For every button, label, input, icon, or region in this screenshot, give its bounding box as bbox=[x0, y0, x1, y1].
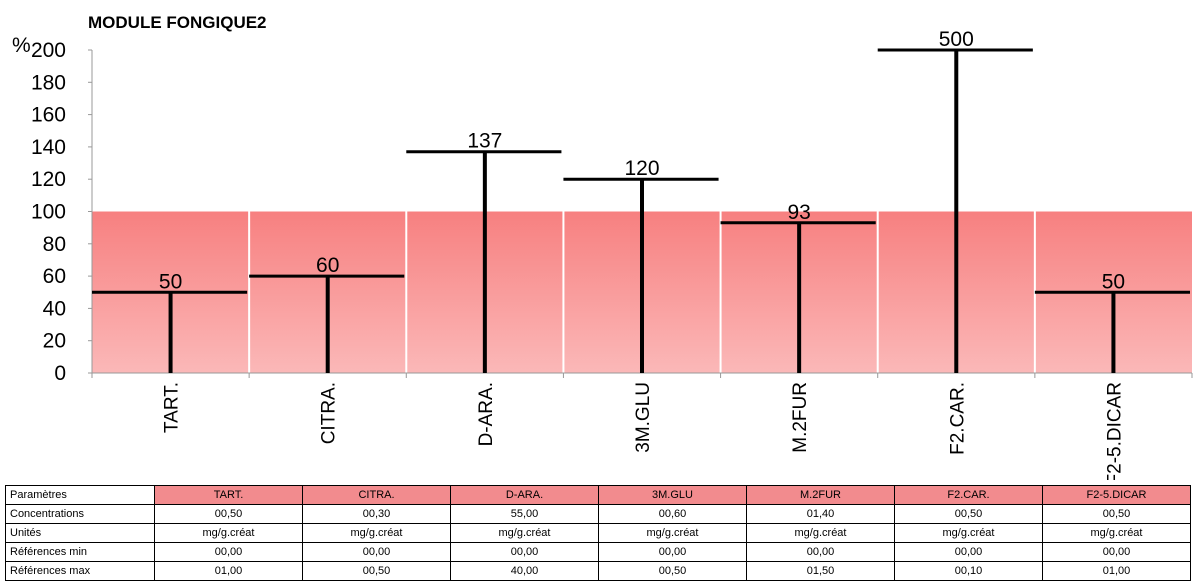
y-tick-label: 60 bbox=[43, 265, 66, 288]
table-cell: 00,00 bbox=[1042, 542, 1191, 562]
table-cell: mg/g.créat bbox=[598, 523, 747, 543]
table-cell: 01,50 bbox=[746, 561, 895, 581]
table-column-header: M.2FUR bbox=[746, 485, 895, 505]
table-cell: mg/g.créat bbox=[302, 523, 451, 543]
y-tick-label: 40 bbox=[43, 297, 66, 320]
chart: MODULE FONGIQUE2 % 0 20 40 60 80 100 120 140 160… bbox=[12, 13, 1193, 480]
table-cell: 00,50 bbox=[302, 561, 451, 581]
bar-value-label: 120 bbox=[624, 157, 659, 180]
table-column-header: D-ARA. bbox=[450, 485, 599, 505]
y-tick-label: 180 bbox=[31, 71, 66, 94]
table-cell: 00,00 bbox=[894, 542, 1043, 562]
table-row: Références max 01,00 00,50 40,00 00,50 01,50 0… bbox=[5, 561, 1191, 581]
bar-citra-: 60 bbox=[249, 254, 405, 373]
table-row: Références min 00,00 00,00 00,00 00,00 00,00 0… bbox=[5, 542, 1191, 562]
y-tick-label: 120 bbox=[31, 168, 66, 191]
table-header-row: Paramètres TART. CITRA. D-ARA. 3M.GLU M.2FUR… bbox=[5, 485, 1191, 505]
table-row: Concentrations 00,50 00,30 55,00 00,60 01,40 0… bbox=[5, 504, 1191, 524]
y-tick-label: 140 bbox=[31, 136, 66, 159]
table-cell: 00,00 bbox=[450, 542, 599, 562]
table-cell: mg/g.créat bbox=[450, 523, 599, 543]
y-tick-label: 0 bbox=[54, 362, 66, 385]
table-cell: 00,50 bbox=[1042, 504, 1191, 524]
y-tick-label: 100 bbox=[31, 201, 66, 224]
table-row-label: Références max bbox=[5, 561, 155, 581]
bar-tart-: 50 bbox=[92, 270, 248, 373]
table-column-header: F2-5.DICAR bbox=[1042, 485, 1191, 505]
table-column-header: CITRA. bbox=[302, 485, 451, 505]
bar-3m-glu: 120 bbox=[563, 157, 719, 373]
table-row-label: Unités bbox=[5, 523, 155, 543]
table-row: Unités mg/g.créat mg/g.créat mg/g.créat mg/g… bbox=[5, 523, 1191, 543]
bar-value-label: 500 bbox=[939, 28, 974, 51]
table-row-label: Références min bbox=[5, 542, 155, 562]
y-tick-label: 160 bbox=[31, 104, 66, 127]
parameters-table: Paramètres TART. CITRA. D-ARA. 3M.GLU M.2FUR… bbox=[5, 485, 1191, 581]
table-cell: 00,00 bbox=[746, 542, 895, 562]
category-label: M.2FUR bbox=[790, 382, 811, 453]
table-cell: 00,00 bbox=[598, 542, 747, 562]
category-label: CITRA. bbox=[319, 382, 340, 444]
category-label: TART. bbox=[162, 382, 183, 433]
table-cell: mg/g.créat bbox=[154, 523, 303, 543]
table-column-header: F2.CAR. bbox=[894, 485, 1043, 505]
table-cell: 00,50 bbox=[154, 504, 303, 524]
bar-value-label: 93 bbox=[787, 201, 810, 224]
table-cell: 00,60 bbox=[598, 504, 747, 524]
table-cell: mg/g.créat bbox=[894, 523, 1043, 543]
table-column-header: 3M.GLU bbox=[598, 485, 747, 505]
table-cell: 01,00 bbox=[154, 561, 303, 581]
table-cell: 55,00 bbox=[450, 504, 599, 524]
bar-f2-car-: 500 bbox=[877, 28, 1033, 373]
table-cell: mg/g.créat bbox=[1042, 523, 1191, 543]
table-cell: 00,00 bbox=[154, 542, 303, 562]
bar-value-label: 50 bbox=[159, 270, 182, 293]
bar-value-label: 60 bbox=[316, 254, 339, 277]
bar-d-ara-: 137 bbox=[406, 130, 562, 373]
bar-f2-5-dicar: 50 bbox=[1034, 270, 1190, 373]
bar-value-label: 50 bbox=[1102, 270, 1125, 293]
table-row-label: Concentrations bbox=[5, 504, 155, 524]
category-label: 3M.GLU bbox=[633, 382, 654, 453]
bar-value-label: 137 bbox=[467, 130, 502, 153]
table-cell: 00,00 bbox=[302, 542, 451, 562]
bar-m-2fur: 93 bbox=[720, 201, 876, 373]
table-cell: 00,50 bbox=[598, 561, 747, 581]
chart-title: MODULE FONGIQUE2 bbox=[88, 13, 267, 32]
y-tick-label: 200 bbox=[31, 39, 66, 62]
category-label: D-ARA. bbox=[476, 382, 497, 446]
y-tick-label: 20 bbox=[43, 330, 66, 353]
category-label: F2.CAR. bbox=[947, 382, 968, 455]
table-cell: 01,40 bbox=[746, 504, 895, 524]
table-cell: 00,30 bbox=[302, 504, 451, 524]
table-cell: 40,00 bbox=[450, 561, 599, 581]
y-axis-unit: % bbox=[12, 34, 31, 57]
table-cell: 00,10 bbox=[894, 561, 1043, 581]
table-cell: 00,50 bbox=[894, 504, 1043, 524]
y-tick-label: 80 bbox=[43, 233, 66, 256]
table-cell: mg/g.créat bbox=[746, 523, 895, 543]
table-cell: 01,00 bbox=[1042, 561, 1191, 581]
table-column-header: TART. bbox=[154, 485, 303, 505]
category-label: F2-5.DICAR bbox=[1104, 382, 1125, 480]
table-header-label: Paramètres bbox=[5, 485, 155, 505]
